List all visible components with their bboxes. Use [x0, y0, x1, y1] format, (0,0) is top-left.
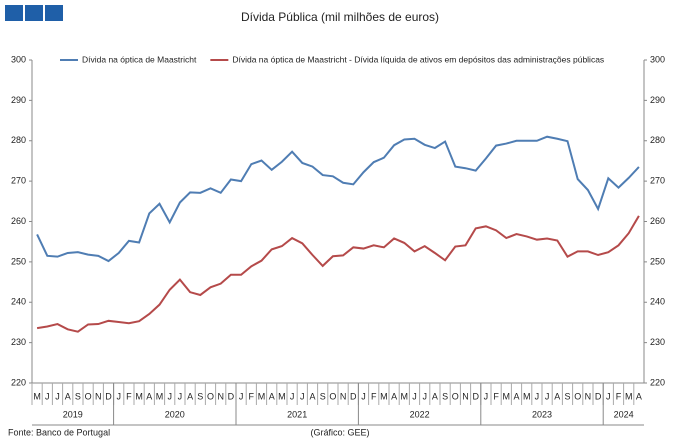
y-tick-label: 240 [11, 297, 26, 307]
x-tick-label: A [513, 391, 519, 401]
year-label: 2021 [287, 409, 307, 419]
y-tick-label: 270 [11, 176, 26, 186]
y-tick-label: 260 [11, 216, 26, 226]
x-tick-label: S [75, 391, 81, 401]
x-tick-label: F [249, 391, 255, 401]
x-tick-label: A [269, 391, 275, 401]
x-tick-label: F [371, 391, 377, 401]
x-tick-label: J [116, 391, 121, 401]
x-tick-label: J [239, 391, 244, 401]
x-tick-label: N [95, 391, 102, 401]
x-tick-label: J [167, 391, 172, 401]
y2-tick-label: 240 [650, 297, 665, 307]
year-label: 2019 [63, 409, 83, 419]
x-tick-label: M [278, 391, 286, 401]
x-tick-label: N [340, 391, 347, 401]
year-label: 2023 [532, 409, 552, 419]
y2-tick-label: 250 [650, 256, 665, 266]
legend-label: Dívida na óptica de Maastricht - Dívida … [232, 54, 604, 64]
x-tick-label: J [55, 391, 60, 401]
x-tick-label: D [350, 391, 357, 401]
x-tick-label: F [616, 391, 622, 401]
x-tick-label: J [535, 391, 540, 401]
x-tick-label: M [523, 391, 531, 401]
x-tick-label: S [442, 391, 448, 401]
x-tick-label: D [105, 391, 112, 401]
x-tick-label: D [595, 391, 602, 401]
logo-block [25, 5, 43, 21]
y2-tick-label: 290 [650, 95, 665, 105]
x-tick-label: D [228, 391, 235, 401]
x-tick-label: N [462, 391, 469, 401]
y-tick-label: 290 [11, 95, 26, 105]
y2-tick-label: 260 [650, 216, 665, 226]
chart-title: Dívida Pública (mil milhões de euros) [241, 10, 439, 24]
legend-label: Dívida na óptica de Maastricht [82, 54, 197, 64]
x-tick-label: J [300, 391, 305, 401]
series-line [36, 135, 640, 263]
x-tick-label: M [380, 391, 388, 401]
x-tick-label: J [290, 391, 295, 401]
x-tick-label: S [320, 391, 326, 401]
x-tick-label: M [401, 391, 409, 401]
x-tick-label: J [422, 391, 427, 401]
x-tick-label: A [146, 391, 152, 401]
x-tick-label: A [636, 391, 642, 401]
x-tick-label: O [207, 391, 214, 401]
x-tick-label: N [585, 391, 592, 401]
x-tick-label: O [329, 391, 336, 401]
x-tick-label: S [564, 391, 570, 401]
x-tick-label: J [545, 391, 550, 401]
x-tick-label: F [126, 391, 132, 401]
note: (Gráfico: GEE) [310, 427, 369, 437]
source: Fonte: Banco de Portugal [8, 427, 110, 437]
x-tick-label: A [187, 391, 193, 401]
logo-block [45, 5, 63, 21]
x-tick-label: J [361, 391, 366, 401]
x-tick-label: M [33, 391, 41, 401]
x-tick-label: M [156, 391, 164, 401]
x-tick-label: M [625, 391, 633, 401]
y2-tick-label: 220 [650, 377, 665, 387]
x-tick-label: A [554, 391, 560, 401]
x-tick-label: F [493, 391, 499, 401]
year-label: 2020 [165, 409, 185, 419]
logo-block [5, 5, 23, 21]
x-tick-label: J [45, 391, 50, 401]
x-tick-label: A [65, 391, 71, 401]
x-tick-label: O [574, 391, 581, 401]
x-tick-label: M [258, 391, 266, 401]
x-tick-label: A [309, 391, 315, 401]
year-label: 2024 [614, 409, 634, 419]
y2-tick-label: 270 [650, 176, 665, 186]
x-tick-label: J [606, 391, 611, 401]
x-tick-label: N [217, 391, 224, 401]
series-line [36, 215, 640, 333]
y-tick-label: 220 [11, 377, 26, 387]
y-tick-label: 300 [11, 54, 26, 64]
y-tick-label: 230 [11, 337, 26, 347]
y2-tick-label: 300 [650, 54, 665, 64]
x-tick-label: J [484, 391, 489, 401]
x-tick-label: J [178, 391, 183, 401]
x-tick-label: M [135, 391, 143, 401]
x-tick-label: A [391, 391, 397, 401]
year-label: 2022 [410, 409, 430, 419]
x-tick-label: S [197, 391, 203, 401]
x-tick-label: A [432, 391, 438, 401]
x-tick-label: D [472, 391, 479, 401]
x-tick-label: J [412, 391, 417, 401]
x-tick-label: O [85, 391, 92, 401]
y-tick-label: 280 [11, 135, 26, 145]
y2-tick-label: 280 [650, 135, 665, 145]
x-tick-label: O [452, 391, 459, 401]
y2-tick-label: 230 [650, 337, 665, 347]
x-tick-label: M [503, 391, 511, 401]
y-tick-label: 250 [11, 256, 26, 266]
